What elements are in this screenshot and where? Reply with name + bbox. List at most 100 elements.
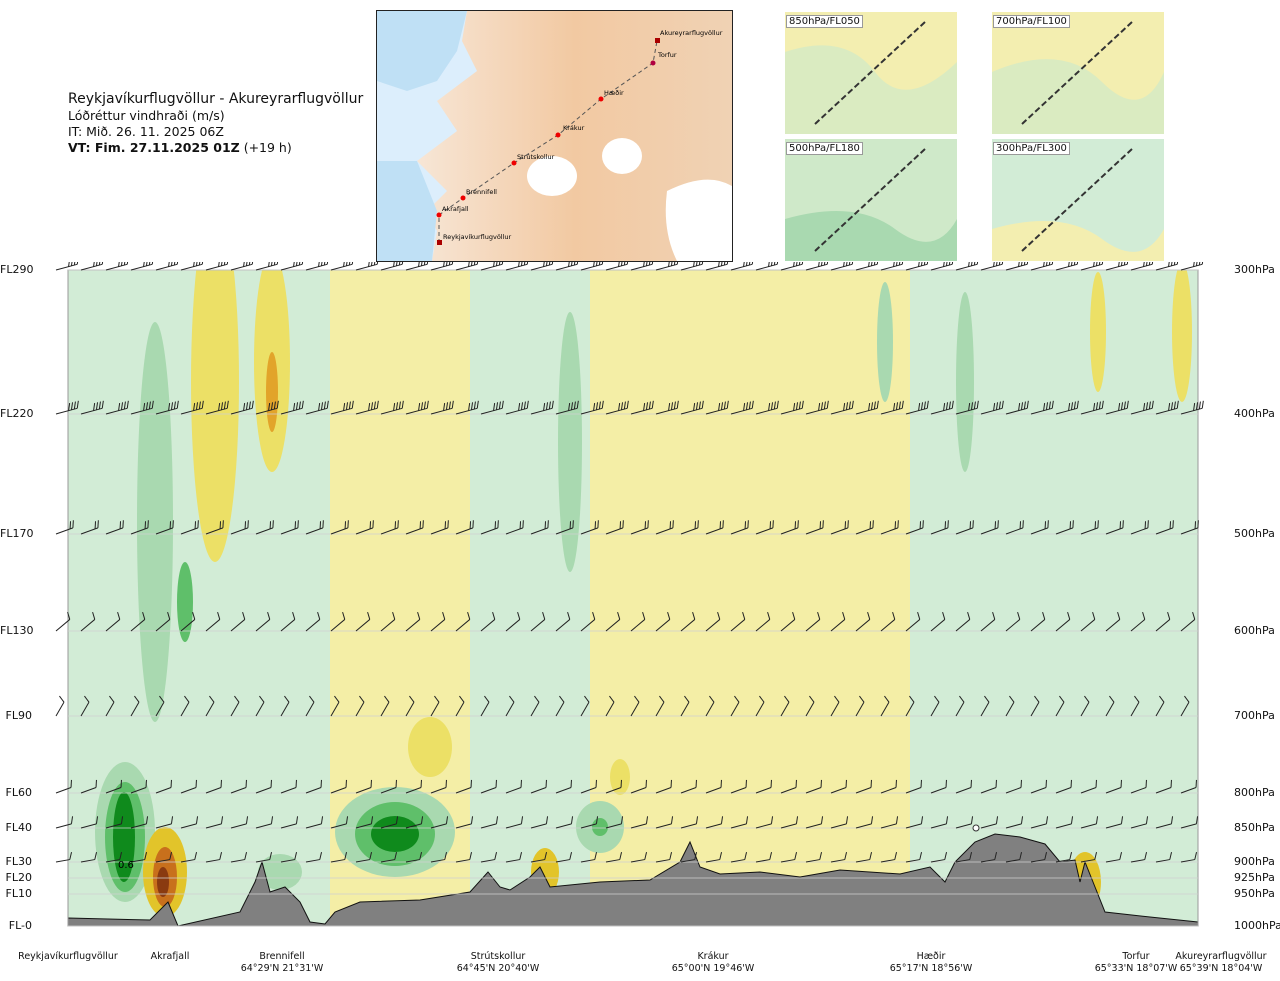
wind-barb bbox=[630, 852, 648, 863]
wind-barb bbox=[855, 520, 874, 535]
wind-barb bbox=[405, 262, 429, 271]
wind-barb bbox=[780, 611, 796, 632]
valid-time: VT: Fim. 27.11.2025 01Z (+19 h) bbox=[68, 140, 388, 156]
wind-barb bbox=[480, 852, 498, 863]
wind-barb bbox=[205, 520, 224, 535]
wind-barb bbox=[555, 695, 565, 717]
wind-barb bbox=[855, 695, 865, 717]
wind-barb bbox=[1180, 611, 1196, 632]
wind-barb bbox=[130, 852, 148, 863]
wind-barb bbox=[505, 779, 522, 794]
wind-barb bbox=[105, 779, 122, 794]
waypoint-coord: 65°00'N 19°46'W bbox=[671, 963, 755, 974]
wind-barb bbox=[80, 779, 97, 794]
fl-tick-label: FL-0 bbox=[8, 919, 32, 932]
down-core-2 bbox=[266, 352, 278, 432]
wind-barb bbox=[505, 816, 524, 829]
wind-barb bbox=[305, 262, 329, 271]
wind-barb bbox=[605, 520, 624, 535]
wind-barb bbox=[955, 262, 979, 271]
fl-tick-label: FL30 bbox=[5, 855, 32, 868]
wind-barb bbox=[780, 262, 804, 271]
wind-barb bbox=[180, 611, 196, 632]
wind-barb bbox=[730, 520, 749, 535]
wind-barb bbox=[530, 779, 547, 794]
wind-barb bbox=[955, 779, 972, 794]
wind-barb bbox=[1030, 852, 1048, 863]
wind-barb bbox=[705, 262, 729, 271]
wind-barb bbox=[205, 852, 223, 863]
wind-barb bbox=[705, 611, 721, 632]
wind-barb bbox=[80, 520, 99, 535]
wind-barb bbox=[55, 611, 71, 632]
wind-barb bbox=[655, 852, 673, 863]
wind-barb bbox=[405, 520, 424, 535]
wind-barb bbox=[455, 695, 465, 717]
wind-barb bbox=[980, 611, 996, 632]
wind-barb bbox=[180, 400, 204, 415]
down-cell-low-1c bbox=[157, 867, 169, 897]
wind-barb bbox=[730, 816, 749, 829]
down-column-1 bbox=[191, 270, 239, 562]
wind-barb bbox=[330, 611, 346, 632]
wind-barb bbox=[530, 262, 554, 271]
up-column-4 bbox=[956, 292, 974, 472]
down-column-3 bbox=[1090, 272, 1106, 392]
wind-barb bbox=[630, 611, 646, 632]
wind-barb bbox=[530, 611, 546, 632]
wind-barb bbox=[405, 611, 421, 632]
wind-barb bbox=[805, 816, 824, 829]
wind-barb bbox=[1005, 816, 1024, 829]
wind-barb bbox=[930, 816, 949, 829]
wind-barb bbox=[880, 400, 904, 415]
map-label-krakur: Krákur bbox=[563, 124, 585, 132]
wind-barb bbox=[55, 779, 72, 794]
wind-barb bbox=[255, 262, 279, 271]
wind-barb bbox=[930, 520, 949, 535]
wind-barb bbox=[430, 262, 454, 271]
wind-barb bbox=[1055, 816, 1074, 829]
up-column-1 bbox=[137, 322, 173, 722]
wind-barb bbox=[280, 520, 299, 535]
wind-barb bbox=[480, 816, 499, 829]
wind-barb bbox=[480, 262, 504, 271]
fl-tick-label: FL40 bbox=[5, 821, 32, 834]
waypoint-name: Torfur bbox=[1122, 951, 1150, 962]
wind-barb bbox=[455, 816, 474, 829]
wind-barb bbox=[55, 816, 74, 829]
wind-barb bbox=[105, 400, 129, 415]
route-title: Reykjavíkurflugvöllur - Akureyrarflugvöl… bbox=[68, 91, 364, 107]
wind-barb bbox=[105, 262, 129, 271]
wind-barb bbox=[1180, 262, 1204, 271]
wind-barb bbox=[380, 611, 396, 632]
wind-barb bbox=[730, 779, 747, 794]
wind-barb bbox=[205, 816, 224, 829]
wind-barb bbox=[55, 400, 79, 415]
wind-barb bbox=[680, 779, 697, 794]
wind-barb bbox=[405, 695, 415, 717]
wind-barb bbox=[155, 816, 174, 829]
wind-barb bbox=[555, 779, 572, 794]
inset-500hpa: 500hPa/FL180 bbox=[785, 139, 957, 261]
wind-barb bbox=[155, 400, 179, 415]
wind-barb bbox=[480, 400, 504, 415]
up-cell-low-2c bbox=[371, 816, 419, 852]
wind-barb bbox=[255, 611, 271, 632]
hpa-tick-label: 800hPa bbox=[1234, 786, 1275, 799]
wind-barb bbox=[1005, 611, 1021, 632]
wind-barb bbox=[780, 852, 798, 863]
wind-barb bbox=[730, 400, 754, 415]
wind-barb bbox=[1005, 400, 1029, 415]
wind-barb bbox=[80, 262, 104, 271]
up-column-3 bbox=[877, 282, 893, 402]
waypoint-name: Reykjavíkurflugvöllur bbox=[18, 951, 118, 962]
wind-barb bbox=[255, 816, 274, 829]
wind-barb bbox=[1155, 520, 1174, 535]
wind-barb bbox=[1005, 262, 1029, 271]
wind-barb bbox=[830, 816, 849, 829]
wind-barb bbox=[655, 816, 674, 829]
wind-barb bbox=[755, 816, 774, 829]
wind-barb bbox=[180, 520, 199, 535]
wind-barb bbox=[980, 520, 999, 535]
wind-barb bbox=[1130, 611, 1146, 632]
